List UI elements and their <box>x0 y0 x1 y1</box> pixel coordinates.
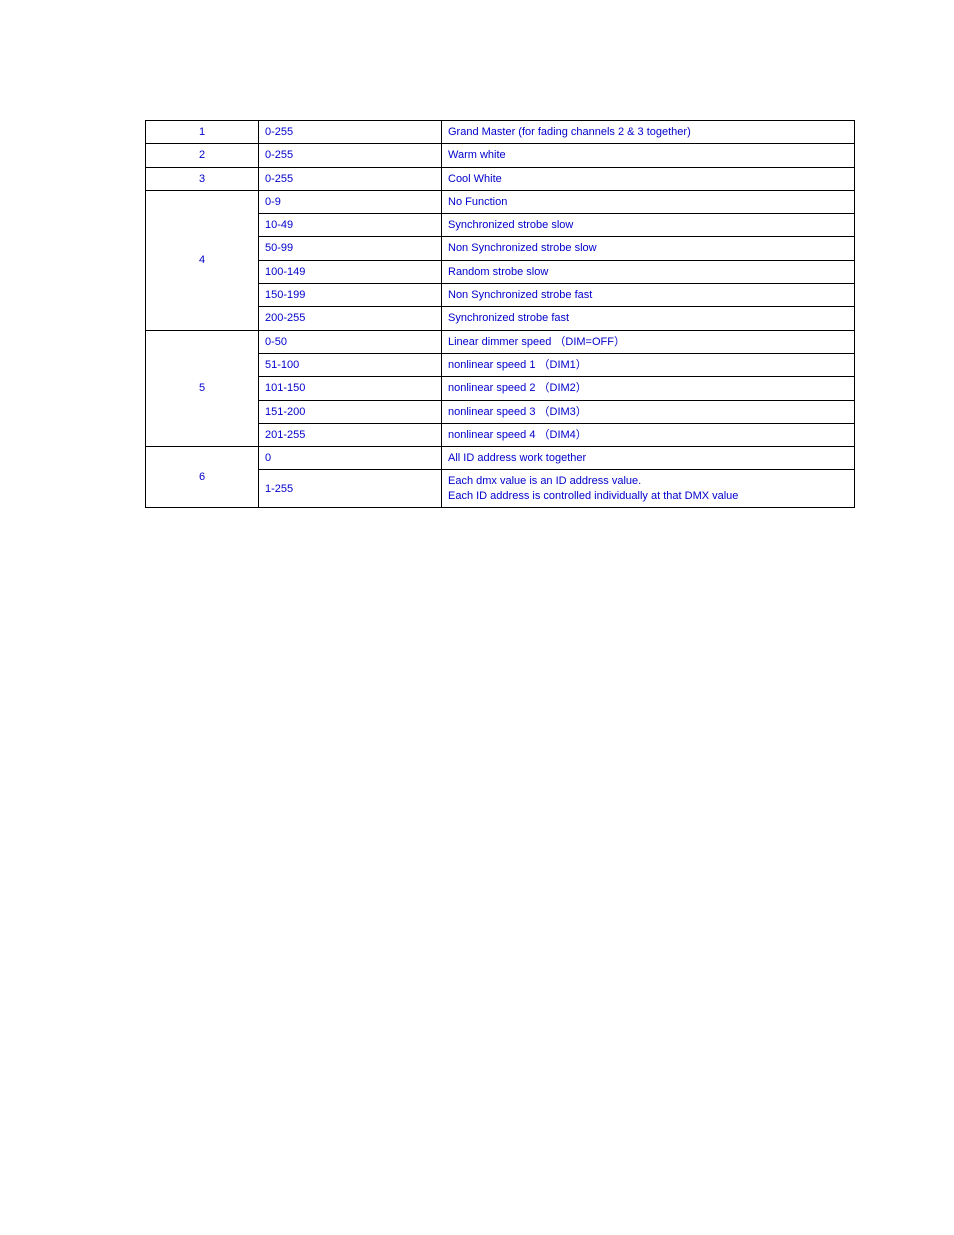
description-cell: Non Synchronized strobe slow <box>442 237 855 260</box>
channel-cell: 6 <box>146 447 259 508</box>
description-cell: Cool White <box>442 167 855 190</box>
description-cell: nonlinear speed 4 （DIM4） <box>442 423 855 446</box>
table-row: 50-50Linear dimmer speed （DIM=OFF） <box>146 330 855 353</box>
description-cell: Synchronized strobe slow <box>442 214 855 237</box>
value-cell: 0-50 <box>259 330 442 353</box>
table-row: 10-255Grand Master (for fading channels … <box>146 121 855 144</box>
value-cell: 0-255 <box>259 144 442 167</box>
description-cell: No Function <box>442 190 855 213</box>
value-cell: 101-150 <box>259 377 442 400</box>
value-cell: 201-255 <box>259 423 442 446</box>
value-cell: 151-200 <box>259 400 442 423</box>
value-cell: 0-255 <box>259 121 442 144</box>
table-row: 60All ID address work together <box>146 447 855 470</box>
description-cell: Each dmx value is an ID address value.Ea… <box>442 470 855 508</box>
description-cell: Warm white <box>442 144 855 167</box>
value-cell: 51-100 <box>259 353 442 376</box>
description-cell: nonlinear speed 1 （DIM1） <box>442 353 855 376</box>
description-cell: Synchronized strobe fast <box>442 307 855 330</box>
description-cell: Random strobe slow <box>442 260 855 283</box>
value-cell: 100-149 <box>259 260 442 283</box>
channel-cell: 3 <box>146 167 259 190</box>
channel-cell: 2 <box>146 144 259 167</box>
value-cell: 0-255 <box>259 167 442 190</box>
table-row: 30-255Cool White <box>146 167 855 190</box>
page: 10-255Grand Master (for fading channels … <box>0 0 954 1235</box>
value-cell: 50-99 <box>259 237 442 260</box>
channel-cell: 4 <box>146 190 259 330</box>
value-cell: 0-9 <box>259 190 442 213</box>
value-cell: 0 <box>259 447 442 470</box>
value-cell: 200-255 <box>259 307 442 330</box>
description-cell: nonlinear speed 2 （DIM2） <box>442 377 855 400</box>
channel-cell: 5 <box>146 330 259 446</box>
dmx-table-body: 10-255Grand Master (for fading channels … <box>146 121 855 508</box>
description-cell: All ID address work together <box>442 447 855 470</box>
dmx-channel-table: 10-255Grand Master (for fading channels … <box>145 120 855 508</box>
value-cell: 1-255 <box>259 470 442 508</box>
value-cell: 150-199 <box>259 284 442 307</box>
table-row: 40-9No Function <box>146 190 855 213</box>
channel-cell: 1 <box>146 121 259 144</box>
description-cell: Grand Master (for fading channels 2 & 3 … <box>442 121 855 144</box>
description-cell: Linear dimmer speed （DIM=OFF） <box>442 330 855 353</box>
value-cell: 10-49 <box>259 214 442 237</box>
description-cell: Non Synchronized strobe fast <box>442 284 855 307</box>
description-cell: nonlinear speed 3 （DIM3） <box>442 400 855 423</box>
table-row: 20-255Warm white <box>146 144 855 167</box>
